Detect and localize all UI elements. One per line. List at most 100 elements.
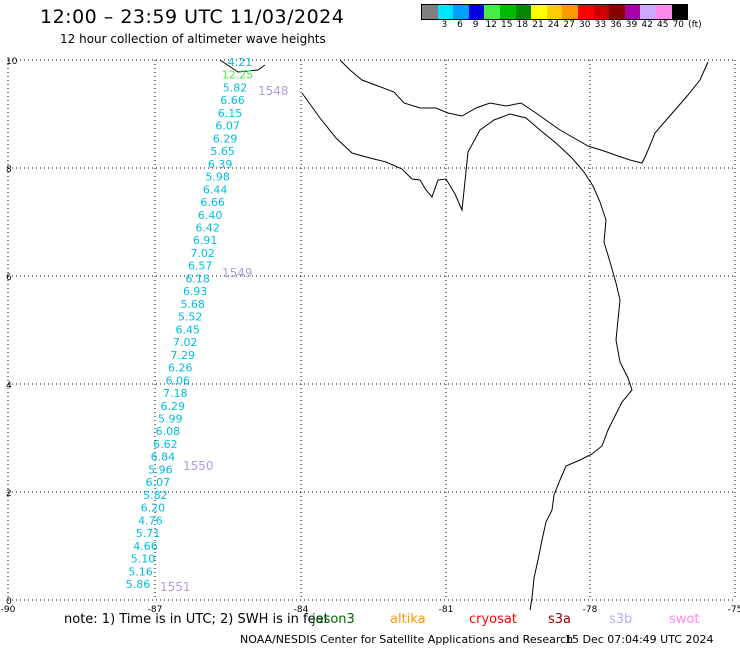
y-tick-label: 6	[6, 273, 12, 283]
wave-height-label: 6.57	[188, 260, 213, 273]
legend-item-jason3: jason3	[312, 612, 355, 627]
legend-item-altika: altika	[390, 612, 426, 627]
wave-height-label: 6.07	[215, 120, 240, 133]
x-tick-label: -90	[1, 605, 16, 615]
coastline	[219, 59, 709, 611]
y-tick-label: 0	[6, 597, 12, 607]
wave-height-label: 5.71	[136, 527, 161, 540]
colorbar-swatch	[562, 5, 578, 19]
coastline-pacific	[219, 59, 633, 611]
wave-height-label: 6.66	[220, 94, 245, 107]
wave-height-label: 6.91	[193, 234, 218, 247]
wave-height-label: 5.82	[143, 489, 168, 502]
wave-height-label: 6.20	[141, 502, 166, 515]
colorbar-swatch	[609, 5, 625, 19]
legend-item-s3b: s3b	[609, 612, 633, 627]
wave-height-label: 4.21	[228, 56, 253, 69]
colorbar-swatch	[531, 5, 547, 19]
colorbar-swatch	[671, 5, 688, 19]
wave-height-label: 6.42	[195, 222, 220, 235]
colorbar-tick-label: 6	[457, 20, 463, 30]
y-tick-label: 4	[6, 381, 12, 391]
y-tick-label: 8	[6, 165, 12, 175]
wave-height-label: 5.10	[131, 553, 156, 566]
wave-height-label: 5.65	[210, 145, 235, 158]
y-tick-label: 10	[6, 57, 18, 67]
grid-lines	[7, 59, 736, 601]
wave-height-label: 5.86	[126, 578, 151, 591]
axis-tick-labels: -90 -87 -84 -81 -78 -75 10 8 6 4 2 0	[1, 57, 740, 615]
wave-height-label: 4.66	[133, 540, 158, 553]
colorbar-swatch	[577, 5, 594, 19]
wave-height-label: 6.18	[185, 272, 210, 285]
colorbar-swatch	[484, 5, 500, 19]
colorbar-swatch	[546, 5, 563, 19]
colorbar-unit: (ft)	[688, 20, 702, 30]
wave-height-label: 4.76	[138, 514, 163, 527]
colorbar-tick-label: 70	[672, 20, 685, 30]
altimeter-track: 4.2112.255.826.666.156.076.295.656.395.9…	[126, 56, 289, 594]
wave-height-label: 6.07	[146, 476, 171, 489]
colorbar-tick-label: 18	[516, 20, 529, 30]
wave-height-label: 6.26	[168, 362, 193, 375]
note-text: note: 1) Time is in UTC; 2) SWH is in fe…	[64, 612, 329, 627]
colorbar-swatch	[515, 5, 532, 19]
colorbar-tick-label: 21	[532, 20, 544, 30]
colorbar-swatch	[468, 5, 485, 19]
wave-height-label: 6.29	[161, 400, 186, 413]
map-subtitle: 12 hour collection of altimeter wave hei…	[60, 32, 326, 46]
wave-height-label: 6.39	[208, 158, 233, 171]
colorbar-labels: 3 6 9 12 15 18 21 24 27 30 33 36 39 42 45 70 (ft)	[421, 20, 702, 30]
colorbar-swatch	[624, 5, 641, 19]
map-title: 12:00 – 23:59 UTC 11/03/2024	[40, 6, 345, 28]
wave-height-label: 7.18	[163, 387, 188, 400]
x-tick-label: -84	[294, 605, 309, 615]
wave-height-label: 6.66	[200, 196, 225, 209]
wave-height-label: 6.06	[166, 374, 191, 387]
wave-height-label: 5.52	[178, 311, 203, 324]
wave-height-label: 12.25	[222, 69, 254, 82]
y-tick-label: 2	[6, 489, 12, 499]
colorbar-tick-label: 33	[594, 20, 607, 30]
colorbar-swatch	[655, 5, 672, 19]
wave-height-label: 6.08	[156, 425, 181, 438]
colorbar-tick-label: 15	[501, 20, 513, 30]
colorbar-swatch	[499, 5, 516, 19]
pass-time-label: 1550	[183, 459, 214, 473]
wave-height-label: 6.40	[198, 209, 223, 222]
x-tick-label: -87	[148, 605, 163, 615]
colorbar-tick-label: 30	[579, 20, 591, 30]
x-tick-label: -81	[439, 605, 454, 615]
wave-height-label: 6.15	[218, 107, 243, 120]
footer-credit: NOAA/NESDIS Center for Satellite Applica…	[240, 633, 574, 646]
coastline-caribbean	[339, 59, 709, 164]
wave-height-label: 5.82	[223, 82, 248, 95]
x-tick-label: -75	[728, 605, 740, 615]
legend-item-s3a: s3a	[548, 612, 572, 627]
wave-height-label: 6.29	[213, 132, 238, 145]
colorbar-tick-label: 3	[441, 20, 448, 30]
colorbar-tick-label: 42	[641, 20, 653, 30]
colorbar-swatch	[437, 5, 454, 19]
x-tick-label: -78	[583, 605, 598, 615]
wave-height-label: 6.45	[176, 323, 201, 336]
pass-time-label: 1548	[258, 84, 289, 98]
wave-height-label: 6.84	[151, 451, 176, 464]
footer-timestamp: 15 Dec 07:04:49 UTC 2024	[565, 633, 714, 646]
wave-height-label: 5.96	[148, 463, 173, 476]
colorbar-tick-label: 45	[656, 20, 669, 30]
colorbar-swatch	[640, 5, 656, 19]
colorbar-swatch	[422, 5, 438, 19]
wave-height-label: 5.98	[205, 171, 230, 184]
wave-height-label: 6.44	[203, 183, 228, 196]
wave-height-label: 5.99	[158, 413, 183, 426]
legend-item-cryosat: cryosat	[469, 612, 517, 627]
wave-height-label: 6.93	[183, 285, 208, 298]
colorbar-tick-label: 9	[472, 20, 479, 30]
wave-height-label: 7.02	[173, 336, 198, 349]
colorbar-swatch	[593, 5, 610, 19]
pass-time-label: 1551	[160, 580, 191, 594]
pass-time-label: 1549	[222, 266, 253, 280]
colorbar-tick-label: 36	[610, 20, 622, 30]
